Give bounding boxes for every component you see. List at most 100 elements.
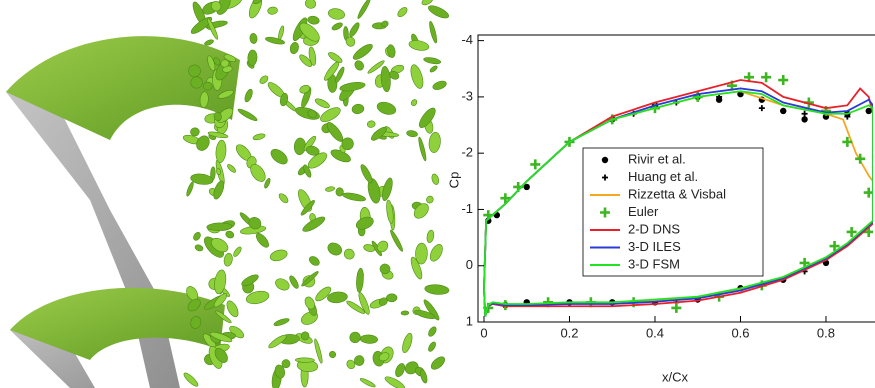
vortex (255, 233, 269, 248)
vortex (376, 101, 397, 115)
vortex (320, 107, 341, 122)
vortex (426, 195, 434, 204)
y-axis-label: Cp (446, 172, 461, 189)
plot-area (483, 72, 873, 317)
vortex (289, 41, 299, 54)
vortex (428, 132, 441, 153)
x-tick-label: 0.2 (560, 325, 578, 340)
vortex (187, 298, 201, 312)
vortex (360, 164, 373, 184)
vortex (199, 91, 209, 108)
vortex (346, 359, 356, 370)
vortex (206, 222, 233, 231)
vortex (249, 33, 258, 44)
vortex (410, 99, 418, 106)
flow-render (6, 0, 450, 388)
vortex (328, 350, 337, 358)
data-point (761, 72, 772, 83)
vortex (376, 240, 389, 253)
vortex (413, 203, 429, 219)
vortex (428, 5, 449, 19)
vortex (355, 216, 374, 230)
data-point (530, 159, 541, 170)
vortex (300, 331, 310, 341)
vortex (380, 65, 391, 93)
blade-green (6, 36, 240, 140)
data-point (758, 105, 765, 112)
vortex (378, 352, 390, 362)
vortex (186, 181, 194, 197)
vortex (225, 230, 235, 239)
vortex (223, 54, 237, 63)
vortex (214, 269, 227, 295)
vortex (300, 200, 315, 216)
vortex (358, 292, 370, 315)
vortex (389, 70, 400, 80)
vortex (299, 54, 313, 67)
vortex (354, 60, 364, 71)
vortex (281, 359, 291, 369)
vortex (190, 16, 213, 34)
blade-green (10, 287, 225, 360)
vortex (202, 81, 213, 91)
data-point (829, 241, 840, 252)
vortex (423, 299, 440, 321)
vortex (325, 186, 336, 192)
vortex (196, 135, 210, 151)
x-tick-label: 0.8 (817, 325, 835, 340)
legend-swatch (600, 207, 610, 218)
vortex (303, 164, 312, 178)
data-point (500, 193, 511, 204)
vortex (204, 39, 214, 46)
vortex (431, 173, 440, 185)
data-point (842, 136, 853, 147)
vortex (328, 52, 343, 63)
vortex (406, 130, 418, 138)
legend: Rivir et al. Huang et al. Rizzetta & Visba… (590, 151, 726, 271)
legend-box (582, 147, 764, 277)
vortex (327, 242, 343, 256)
vortex (390, 229, 403, 252)
vortex (352, 43, 373, 60)
vortex (366, 120, 376, 128)
legend-swatch (601, 156, 609, 164)
vortex (267, 6, 278, 15)
vortex (384, 376, 405, 388)
vortex (314, 338, 323, 364)
x-tick-label: 0 (480, 325, 487, 340)
data-point (801, 116, 808, 123)
vortex (216, 168, 222, 176)
vortex (252, 133, 266, 141)
x-tick-label: 0.6 (731, 325, 749, 340)
vortex (314, 98, 330, 109)
blade-grey (6, 47, 215, 388)
vortex (307, 152, 328, 169)
vortex (428, 341, 436, 352)
vortex (245, 290, 270, 305)
vortex (357, 0, 371, 19)
y-tick-label: -1 (461, 201, 473, 216)
vortex (378, 297, 388, 306)
vortex (327, 291, 348, 304)
vortex (371, 126, 387, 141)
vortex (429, 20, 438, 44)
vortex (213, 180, 225, 200)
vortex (432, 80, 447, 90)
vortex (415, 242, 428, 265)
vortex (410, 64, 424, 89)
vortex (217, 89, 234, 99)
legend-label: 3-D ILES (628, 239, 681, 254)
vortex (259, 75, 269, 84)
vortex (214, 348, 228, 363)
vortex (351, 103, 365, 115)
vortex (194, 244, 204, 252)
vortex (304, 0, 317, 9)
vortex (213, 293, 228, 308)
vortex (430, 356, 446, 370)
vortex (190, 76, 203, 89)
vortex (309, 256, 320, 266)
data-point (523, 183, 530, 191)
data-point (780, 107, 787, 115)
